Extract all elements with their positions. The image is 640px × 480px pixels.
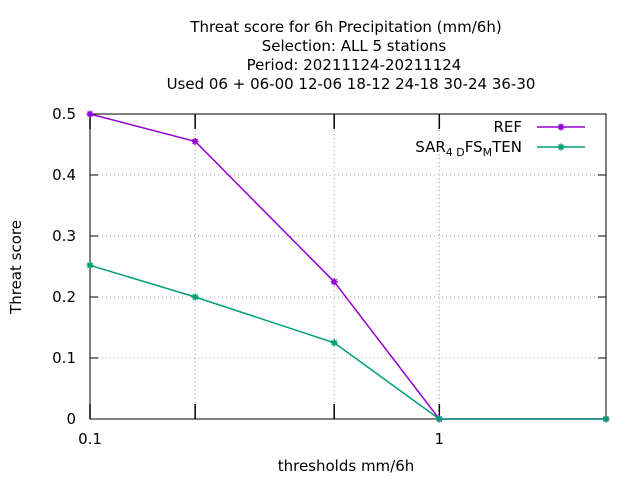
y-tick-label: 0.3 xyxy=(52,227,76,245)
title-line-1: Threat score for 6h Precipitation (mm/6h… xyxy=(189,18,501,36)
legend-subscript: M xyxy=(483,146,493,159)
legend-text-part: TEN xyxy=(491,138,522,156)
y-tick-label: 0.4 xyxy=(52,166,76,184)
data-point-stroke xyxy=(331,278,338,285)
data-point xyxy=(191,137,199,145)
data-point-stroke xyxy=(192,138,199,145)
data-point xyxy=(435,415,443,423)
legend: REF SAR4 DFSMTEN xyxy=(415,118,585,159)
x-tick-label: 0.1 xyxy=(78,430,102,448)
data-point xyxy=(86,261,94,269)
title-line-4: Used 06 + 06-00 12-06 18-12 24-18 30-24 … xyxy=(167,75,536,93)
legend-label-1: REF xyxy=(493,118,522,136)
y-tick-label: 0.2 xyxy=(52,288,76,306)
data-point xyxy=(557,143,565,151)
grid-layer xyxy=(90,114,606,419)
y-tick-label: 0.1 xyxy=(52,349,76,367)
data-point-stroke xyxy=(436,415,443,423)
series-line-1 xyxy=(89,113,606,420)
y-tick-label: 0 xyxy=(66,410,76,428)
data-point-stroke xyxy=(86,262,94,269)
data-point-stroke xyxy=(557,123,565,131)
legend-subscript: 4 D xyxy=(446,146,465,159)
data-point-stroke xyxy=(557,143,565,151)
legend-label-2: SAR4 DFSMTEN xyxy=(415,138,522,159)
x-tick-label: 1 xyxy=(435,430,445,448)
data-point xyxy=(602,415,610,423)
series-line-2 xyxy=(89,264,606,420)
legend-text-part: SAR xyxy=(415,138,445,156)
plot-frame xyxy=(89,113,607,420)
data-point-stroke xyxy=(192,293,199,301)
data-point-stroke xyxy=(86,110,94,118)
series-layer xyxy=(86,110,610,423)
data-point xyxy=(330,339,338,347)
data-point xyxy=(86,110,94,118)
data-point xyxy=(557,123,565,131)
legend-text-part: FS xyxy=(465,138,483,156)
data-point xyxy=(330,278,338,286)
title-line-3: Period: 20211124-20211124 xyxy=(247,56,462,74)
data-point xyxy=(191,293,199,301)
y-axis-label: Threat score xyxy=(7,220,25,315)
data-point-stroke xyxy=(602,415,610,423)
y-tick-label: 0.5 xyxy=(52,105,76,123)
title-line-2: Selection: ALL 5 stations xyxy=(262,37,447,55)
x-axis-label: thresholds mm/6h xyxy=(278,457,415,475)
chart-title: Threat score for 6h Precipitation (mm/6h… xyxy=(167,18,536,93)
data-point-stroke xyxy=(331,339,338,346)
